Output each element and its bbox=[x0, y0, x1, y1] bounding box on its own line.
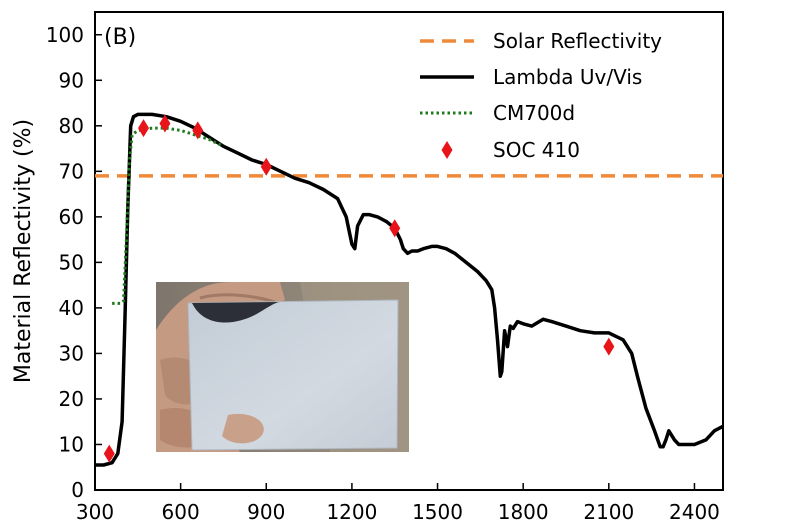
y-tick-label: 30 bbox=[59, 341, 84, 365]
soc410-point bbox=[603, 337, 615, 356]
x-tick-label: 900 bbox=[247, 500, 285, 524]
soc410-point bbox=[138, 119, 150, 138]
soc410-point bbox=[389, 219, 401, 238]
sample-card bbox=[187, 299, 399, 451]
legend-label: Solar Reflectivity bbox=[493, 29, 662, 53]
y-tick-label: 90 bbox=[59, 68, 84, 92]
y-tick-label: 20 bbox=[59, 387, 84, 411]
legend: Solar Reflectivity Lambda Uv/Vis CM700d SOC… bbox=[420, 29, 662, 162]
soc410-point bbox=[260, 157, 272, 176]
x-tick-label: 1500 bbox=[412, 500, 463, 524]
sample-photo-inset bbox=[156, 282, 409, 452]
y-axis-title: Material Reflectivity (%) bbox=[11, 119, 36, 383]
soc410-point bbox=[103, 444, 115, 463]
cm700d-series bbox=[112, 126, 225, 305]
x-tick-label: 2100 bbox=[583, 500, 634, 524]
plot-area bbox=[95, 112, 723, 467]
x-tick-label: 1200 bbox=[326, 500, 377, 524]
panel-label: (B) bbox=[104, 25, 136, 50]
legend-label: CM700d bbox=[493, 101, 575, 125]
legend-label: SOC 410 bbox=[493, 138, 580, 162]
soc410-point bbox=[159, 114, 171, 133]
y-tick-label: 0 bbox=[71, 478, 84, 502]
soc410-point bbox=[192, 121, 204, 140]
x-tick-label: 2400 bbox=[669, 500, 720, 524]
y-tick-label: 60 bbox=[59, 205, 84, 229]
x-tick-label: 600 bbox=[162, 500, 200, 524]
y-tick-label: 10 bbox=[59, 432, 84, 456]
axis-ticks: 300 600 900 1200 1500 1800 2100 2400 0 10 20 30 40 50… bbox=[46, 23, 720, 524]
y-tick-label: 100 bbox=[46, 23, 84, 47]
legend-label: Lambda Uv/Vis bbox=[493, 65, 642, 89]
y-tick-label: 80 bbox=[59, 114, 84, 138]
legend-soc410-marker bbox=[441, 141, 453, 159]
plot-frame bbox=[94, 11, 724, 491]
y-tick-label: 70 bbox=[59, 159, 84, 183]
x-tick-label: 1800 bbox=[498, 500, 549, 524]
y-tick-label: 40 bbox=[59, 296, 84, 320]
y-tick-label: 50 bbox=[59, 250, 84, 274]
x-tick-label: 300 bbox=[76, 500, 114, 524]
